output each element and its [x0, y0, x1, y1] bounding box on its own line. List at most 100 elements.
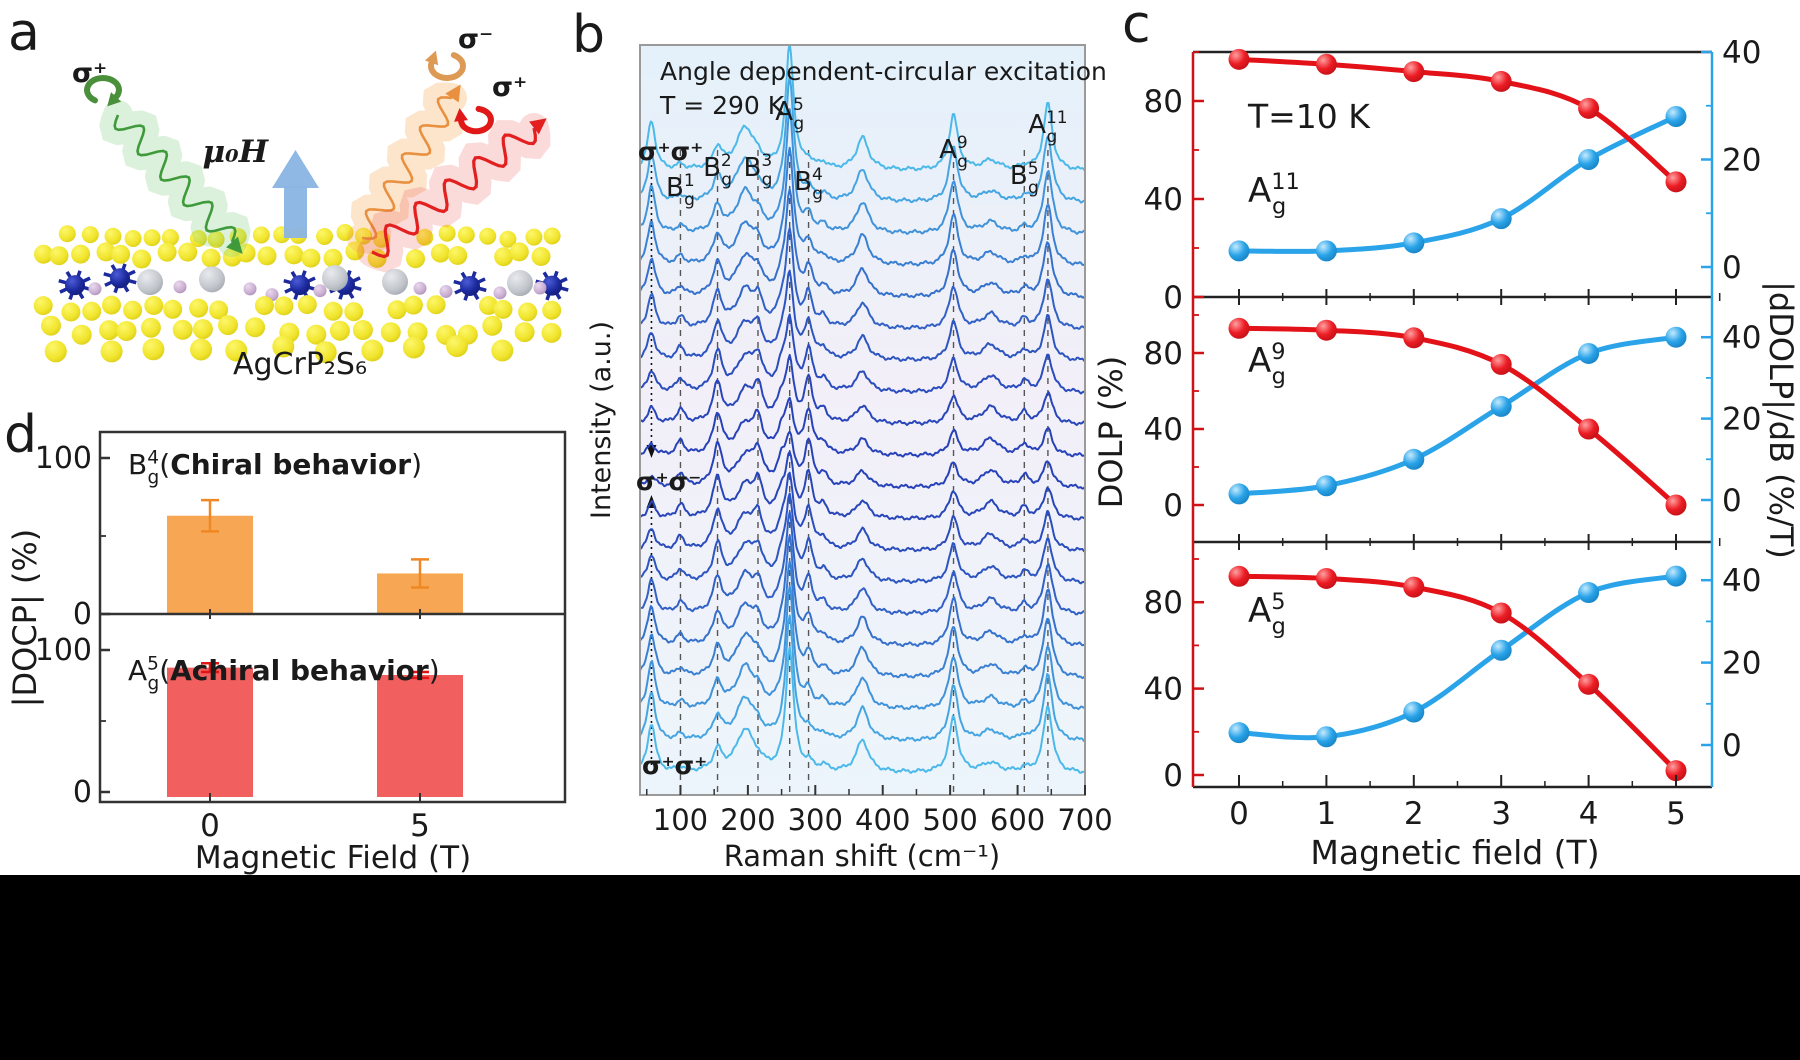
blue-data-point: [1315, 726, 1337, 748]
right-tick-label: 0: [1722, 728, 1742, 764]
mode-label-Bg4-chiral: B4 g(Chiral behavior): [128, 447, 422, 488]
atom: [448, 246, 468, 265]
cr-atom: [110, 268, 130, 289]
spectrum-curve: [641, 492, 1084, 585]
atom: [209, 300, 229, 320]
atom: [218, 315, 238, 336]
panel-c-xlabel: Magnetic field (T): [1310, 833, 1599, 872]
spectrum-curve: [641, 146, 1084, 267]
blue-data-point: [1578, 149, 1600, 170]
blue-data-point: [1228, 722, 1250, 744]
p-atom: [533, 281, 547, 295]
blue-series-line: [1238, 114, 1678, 254]
ag-atom: [507, 270, 533, 297]
p-atom: [493, 286, 507, 300]
letterbox-black-band: [0, 875, 1800, 1060]
red-data-point: [1403, 327, 1425, 349]
panel-c-ylabel-right: |dDOLP|/dB (%/T): [1762, 281, 1800, 559]
red-data-point: [1403, 576, 1425, 598]
left-tick-label: 40: [1144, 182, 1183, 218]
right-tick-label: 0: [1722, 483, 1742, 519]
atom: [61, 302, 81, 322]
atom: [178, 242, 198, 262]
x-tick-label: 300: [788, 803, 843, 837]
atom: [380, 322, 401, 343]
atom: [71, 324, 92, 345]
atom: [518, 302, 538, 322]
panel-c-temperature: T=10 K: [1247, 97, 1371, 136]
atom: [482, 315, 503, 336]
atom: [541, 322, 562, 343]
red-data-point: [1490, 70, 1512, 92]
mode-label-Ag5: A5 g: [1248, 589, 1286, 639]
atom: [189, 298, 209, 318]
polarization-top-label: σ⁺σ⁺: [638, 137, 703, 166]
atom: [323, 248, 343, 268]
right-tick-label: 40: [1722, 35, 1761, 71]
right-tick-label: 40: [1722, 563, 1761, 599]
light-beams: [83, 50, 551, 273]
atom: [306, 324, 327, 345]
ag-atom: [137, 269, 163, 296]
spectrum-curve: [641, 396, 1084, 458]
x-tick-label: 3: [1491, 796, 1511, 832]
atom: [123, 300, 143, 320]
atom: [254, 296, 274, 316]
atom: [157, 242, 177, 262]
x-tick-label: 5: [1666, 796, 1686, 832]
atom: [416, 228, 434, 246]
atom: [58, 225, 76, 243]
figure-canvas: a b c d μ₀H σ⁺ σ⁻ σ⁺ AgCrP₂S₆ B1 gB2 g B3 gA…: [4, 0, 1800, 876]
left-tick-label: 0: [1163, 758, 1183, 794]
p-atom: [313, 284, 327, 298]
atom: [272, 335, 295, 358]
p-atom: [243, 282, 257, 296]
spectrum-curve: [641, 614, 1084, 743]
p-atom: [413, 281, 427, 295]
blue-data-point: [1665, 326, 1687, 348]
atom: [493, 299, 513, 319]
atom: [323, 301, 343, 321]
red-data-point: [1578, 97, 1600, 119]
atom: [499, 230, 517, 248]
spectrum-curve: [641, 560, 1084, 680]
atom: [542, 300, 562, 320]
mode-labels: B1 g B2 g B3 gA5 g B4 g A9 g B5 g A11 g: [666, 95, 1068, 210]
blue-data-point: [1315, 240, 1337, 262]
x-tick-label: 0: [1229, 796, 1249, 832]
bar: [377, 674, 463, 797]
red-series-line: [1238, 573, 1678, 773]
beam-wave: [113, 114, 237, 243]
atom: [143, 229, 161, 247]
atom: [329, 320, 350, 341]
panel-c-series: [1228, 48, 1687, 782]
sigma-plus-incident-label: σ⁺: [72, 58, 107, 89]
left-tick-label: 40: [1144, 672, 1183, 708]
right-tick-label: 20: [1722, 402, 1761, 438]
blue-series-line: [1238, 334, 1677, 497]
atom: [316, 228, 333, 245]
red-data-point: [1228, 317, 1250, 339]
atom: [491, 339, 514, 362]
beam-wave: [361, 96, 453, 240]
x-tick-label: 2: [1404, 796, 1424, 832]
ag-atom: [382, 268, 408, 295]
spectrum-curve: [641, 354, 1084, 426]
raman-mode-label: B1 g: [666, 171, 695, 210]
cr-atom: [290, 275, 310, 296]
red-data-point: [1228, 48, 1250, 70]
atom: [132, 249, 152, 269]
spectrum-curve: [641, 646, 1084, 774]
p-atom: [88, 282, 102, 296]
atom: [201, 248, 221, 268]
polarization-bottom-label: σ⁺σ⁺: [642, 751, 707, 780]
atom: [49, 246, 69, 266]
atom: [314, 341, 337, 364]
left-tick-label: 80: [1144, 84, 1183, 120]
spectrum-curve: [641, 450, 1084, 521]
panel-b-ylabel: Intensity (a.u.): [586, 321, 617, 519]
raman-mode-label: B4 g: [794, 165, 823, 204]
atom: [345, 241, 365, 261]
